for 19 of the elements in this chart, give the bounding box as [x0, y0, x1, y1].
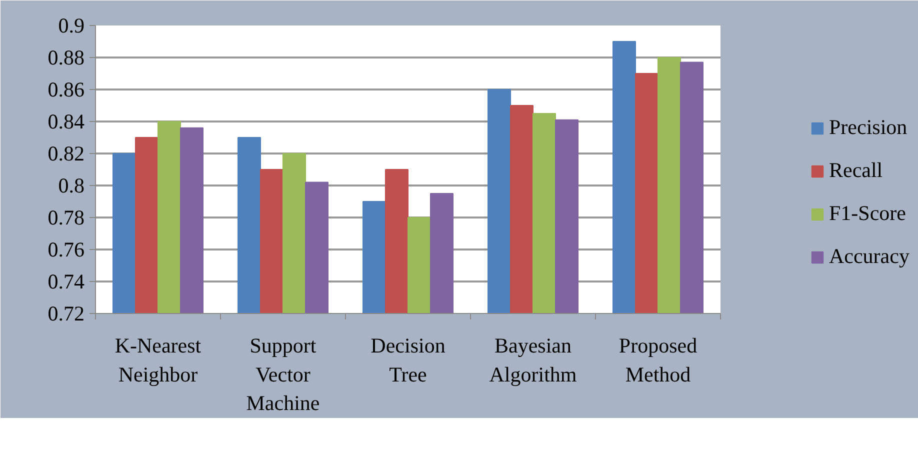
y-tick-label: 0.76: [48, 238, 84, 262]
x-tick-label: Proposed Method: [618, 334, 698, 386]
x-tick-label: Bayesian Algorithm: [489, 334, 577, 386]
y-tick-label: 0.84: [48, 110, 85, 134]
y-tick-label: 0.88: [48, 46, 84, 70]
y-tick-label: 0.82: [48, 142, 84, 166]
y-tick-label: 0.72: [48, 302, 84, 326]
y-tick-label: 0.8: [58, 174, 84, 198]
y-tick-label: 0.74: [48, 270, 85, 294]
legend-label: F1-Score: [829, 201, 906, 226]
legend-label: Recall: [829, 158, 883, 183]
legend-label: Precision: [829, 115, 908, 140]
legend-label: Accuracy: [829, 244, 910, 269]
x-tick-label: Decision Tree: [370, 334, 446, 386]
y-tick-label: 0.86: [48, 78, 84, 102]
x-tick-label: K-Nearest Neighbor: [114, 334, 202, 386]
x-tick-label: Support Vector Machine: [246, 334, 320, 416]
y-tick-label: 0.9: [58, 14, 84, 38]
y-tick-label: 0.78: [48, 206, 84, 230]
